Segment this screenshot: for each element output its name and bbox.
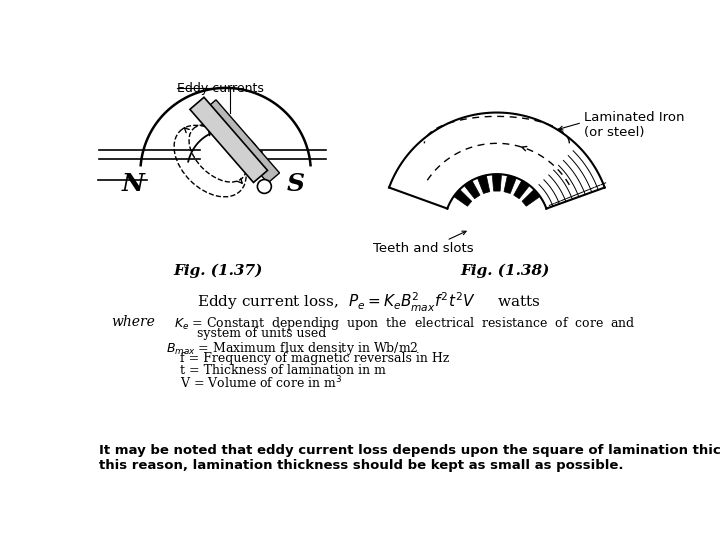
Circle shape — [258, 179, 271, 193]
Polygon shape — [464, 180, 480, 199]
Polygon shape — [454, 190, 472, 206]
Text: N: N — [121, 172, 144, 196]
Polygon shape — [522, 190, 540, 206]
Text: where: where — [112, 315, 156, 329]
Text: It may be noted that eddy current loss depends upon the square of lamination thi: It may be noted that eddy current loss d… — [99, 444, 720, 471]
Text: Eddy current loss,  $P_e = K_e B^2_{max} f^2 t^2 V$     watts: Eddy current loss, $P_e = K_e B^2_{max} … — [197, 291, 541, 314]
Text: Fig. (1.37): Fig. (1.37) — [174, 264, 263, 278]
Text: Teeth and slots: Teeth and slots — [373, 242, 474, 255]
Polygon shape — [190, 97, 268, 183]
Polygon shape — [514, 180, 530, 199]
Polygon shape — [504, 175, 516, 193]
Text: S: S — [287, 172, 305, 196]
Text: f = Frequency of magnetic reversals in Hz: f = Frequency of magnetic reversals in H… — [180, 352, 449, 365]
Text: Fig. (1.38): Fig. (1.38) — [460, 264, 549, 278]
Text: $B_{max}$ = Maximum flux density in Wb/m2: $B_{max}$ = Maximum flux density in Wb/m… — [166, 340, 418, 357]
Text: t = Thickness of lamination in m: t = Thickness of lamination in m — [180, 363, 386, 376]
Text: system of units used: system of units used — [197, 327, 326, 340]
Text: Eddy currents: Eddy currents — [177, 82, 264, 94]
Text: V = Volume of core in m$^3$: V = Volume of core in m$^3$ — [180, 375, 342, 391]
Text: Laminated Iron
(or steel): Laminated Iron (or steel) — [585, 111, 685, 139]
Polygon shape — [477, 175, 490, 193]
Text: $K_e$ = Constant  depending  upon  the  electrical  resistance  of  core  and: $K_e$ = Constant depending upon the elec… — [174, 315, 635, 332]
Polygon shape — [204, 100, 279, 183]
Polygon shape — [492, 174, 502, 191]
